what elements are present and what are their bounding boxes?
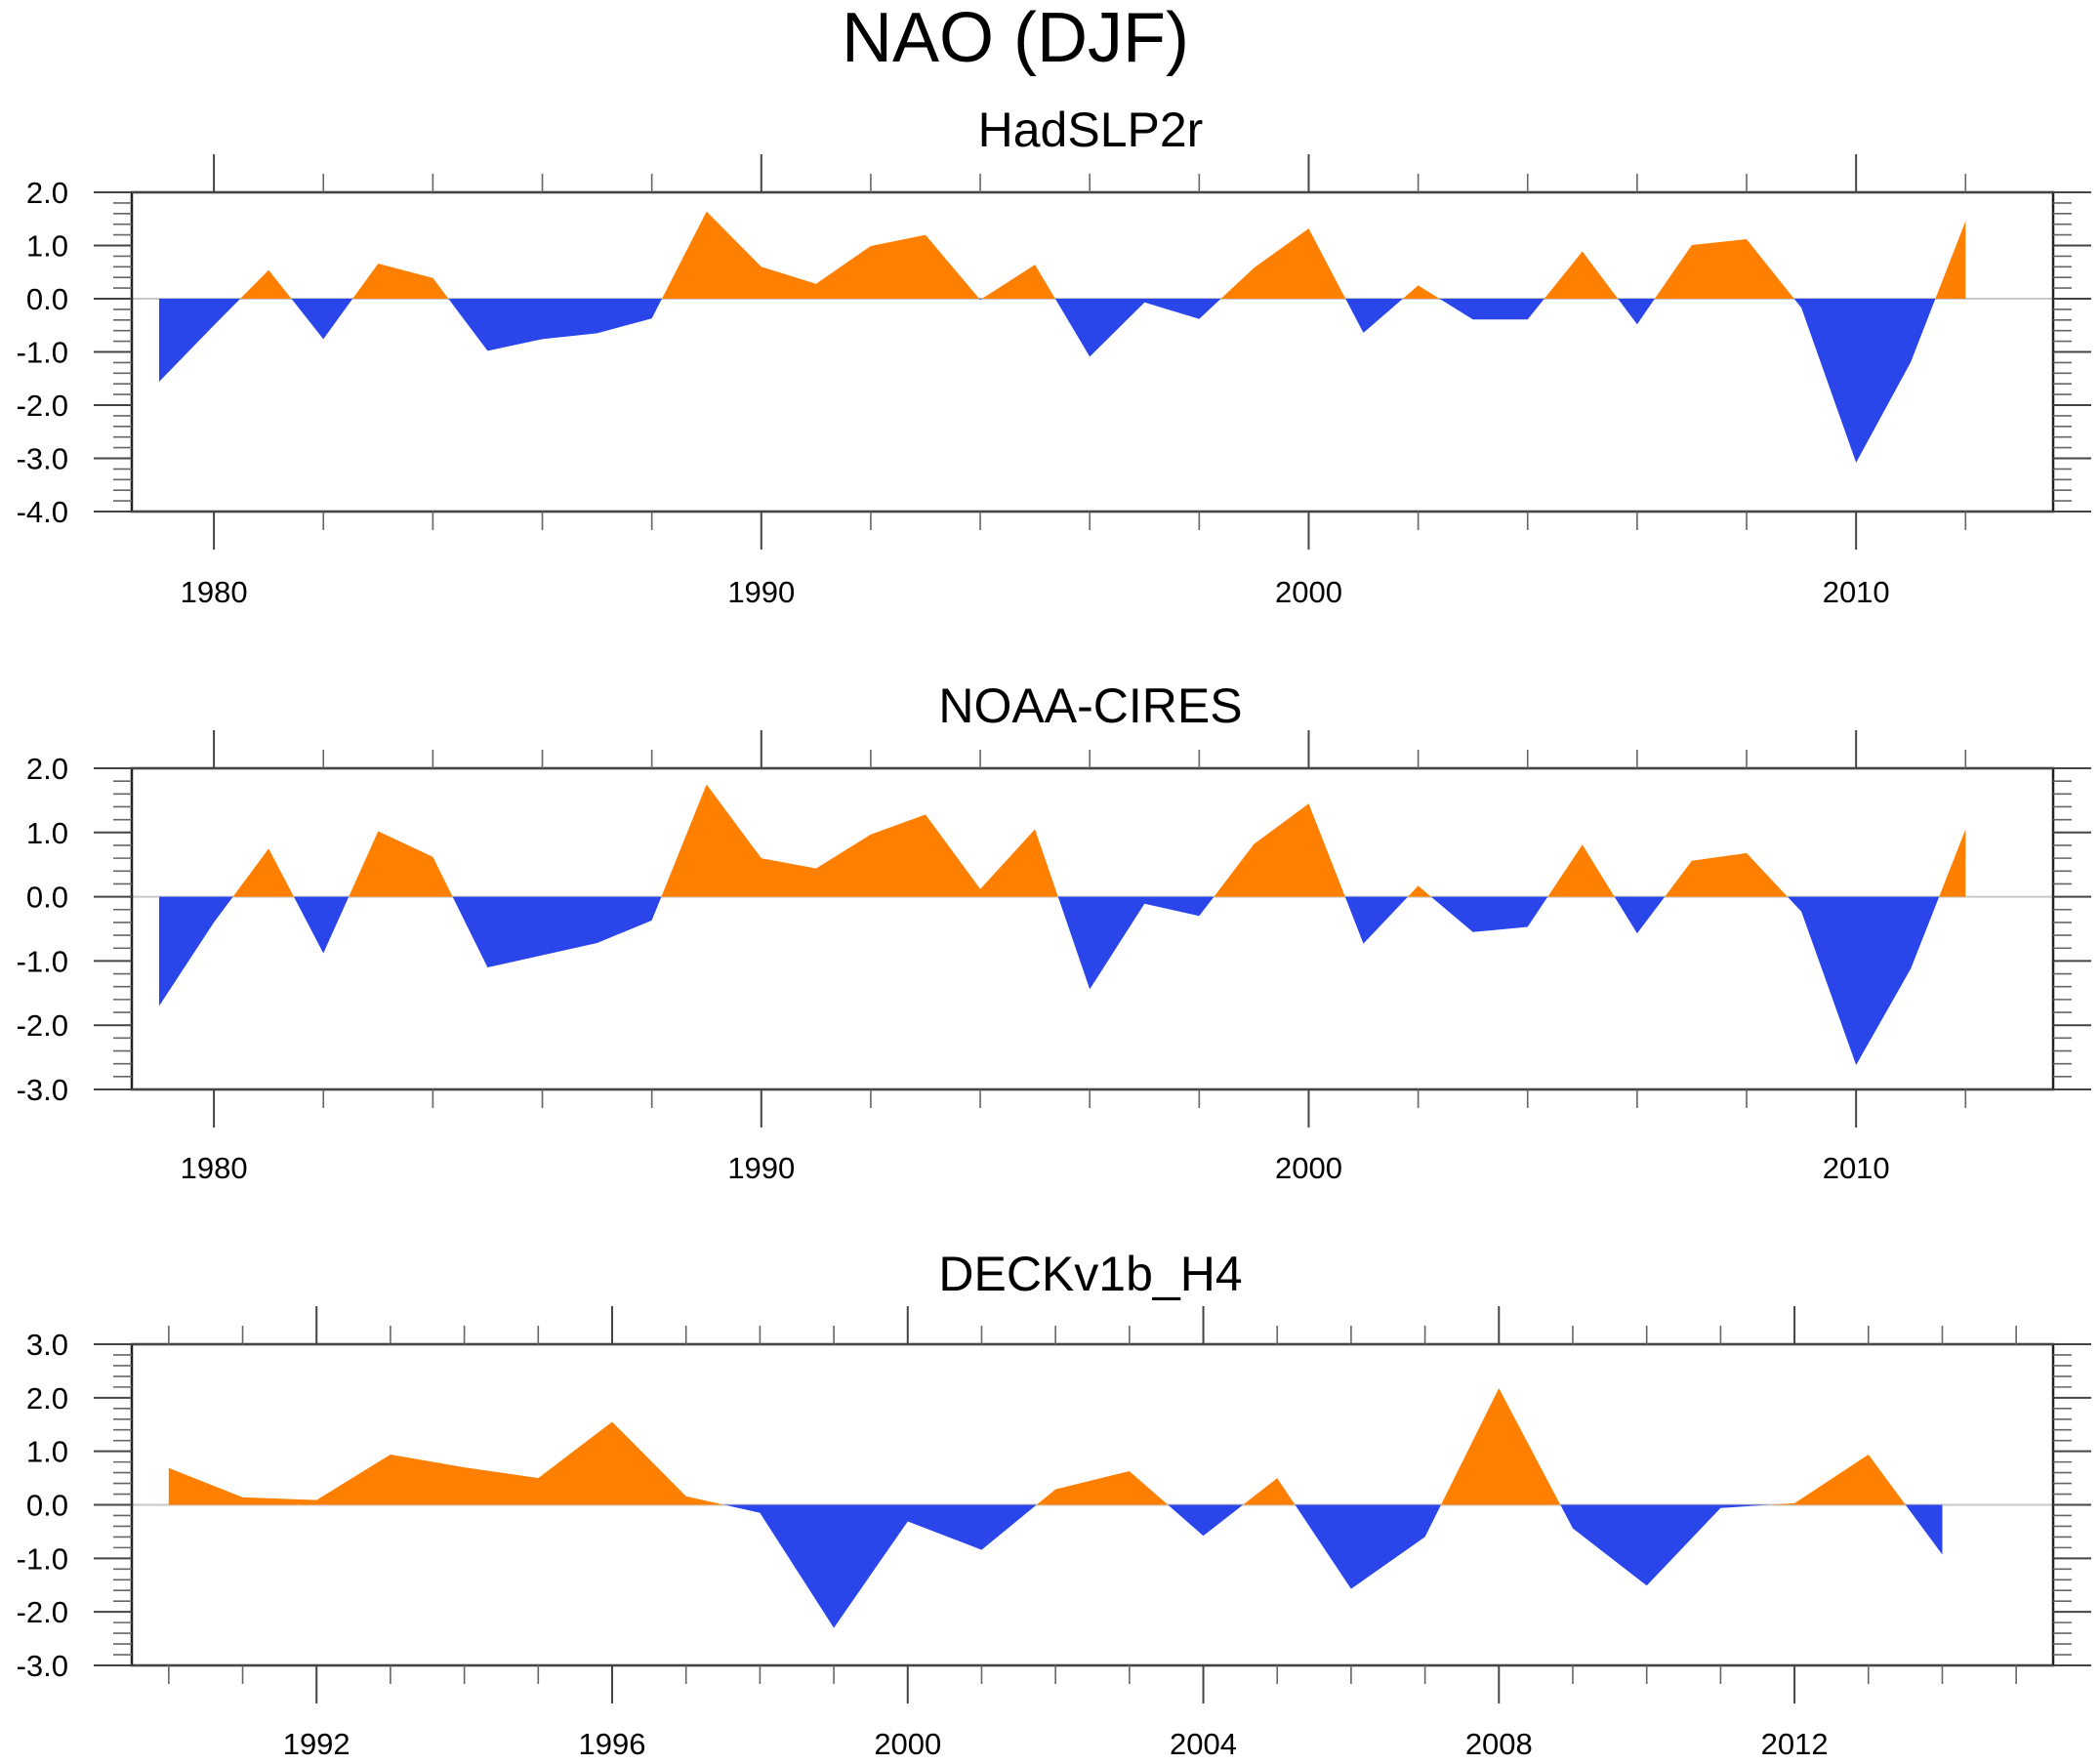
positive-anomaly-area xyxy=(159,211,1966,299)
x-tick-label: 2000 xyxy=(874,1727,941,1761)
x-tick-label: 2012 xyxy=(1761,1727,1829,1761)
x-tick-label: 2010 xyxy=(1823,575,1890,609)
x-tick-label: 1996 xyxy=(579,1727,646,1761)
y-tick-label: -3.0 xyxy=(17,1649,68,1683)
x-tick-label: 1992 xyxy=(283,1727,350,1761)
y-tick-label: 3.0 xyxy=(26,1328,68,1362)
y-tick-label: 1.0 xyxy=(26,816,68,850)
y-tick-label: 2.0 xyxy=(26,752,68,786)
x-tick-label: 2000 xyxy=(1275,1151,1342,1185)
panel-title: NOAA-CIRES xyxy=(938,678,1242,733)
x-tick-label: 1980 xyxy=(181,575,248,609)
negative-anomaly-area xyxy=(159,896,1966,1065)
panel-deckv1b-h4: DECKv1b_H4 -3.0 -2.0 -1.0 0.0 1.0 2.0 3.0 1992 1… xyxy=(17,1247,2091,1761)
y-tick-label: 1.0 xyxy=(26,1435,68,1469)
y-tick-label: -2.0 xyxy=(17,1595,68,1629)
x-tick-label: 2000 xyxy=(1275,575,1342,609)
y-tick-label: 0.0 xyxy=(26,1489,68,1523)
y-tick-label: 0.0 xyxy=(26,282,68,316)
panel-title: DECKv1b_H4 xyxy=(938,1247,1242,1301)
y-tick-label: 0.0 xyxy=(26,881,68,915)
negative-anomaly-area xyxy=(159,299,1966,463)
y-tick-label: 1.0 xyxy=(26,229,68,264)
x-tick-label: 2004 xyxy=(1170,1727,1237,1761)
x-tick-label: 2008 xyxy=(1465,1727,1533,1761)
y-tick-label: -2.0 xyxy=(17,389,68,423)
x-tick-label: 1980 xyxy=(181,1151,248,1185)
y-tick-label: 2.0 xyxy=(26,176,68,210)
x-tick-label: 1990 xyxy=(727,575,795,609)
y-tick-label: -3.0 xyxy=(17,1073,68,1107)
y-tick-label: -1.0 xyxy=(17,1541,68,1576)
x-tick-label: 1990 xyxy=(727,1151,795,1185)
panel-noaa-cires: NOAA-CIRES -3.0 -2.0 -1.0 0.0 1.0 2.0 1980 1990… xyxy=(17,678,2091,1185)
y-tick-label: -1.0 xyxy=(17,336,68,370)
y-tick-label: -3.0 xyxy=(17,442,68,476)
y-tick-label: -2.0 xyxy=(17,1008,68,1043)
positive-anomaly-area xyxy=(168,1388,1943,1505)
y-tick-label: -4.0 xyxy=(17,495,68,529)
y-tick-label: -1.0 xyxy=(17,944,68,978)
x-tick-label: 2010 xyxy=(1823,1151,1890,1185)
panel-hadslp2r: HadSLP2r -4.0 -3.0 -2.0 -1.0 0.0 1.0 2.0 1980 19… xyxy=(17,103,2091,609)
main-title: NAO (DJF) xyxy=(842,0,1189,77)
y-tick-label: 2.0 xyxy=(26,1381,68,1415)
panel-title: HadSLP2r xyxy=(978,103,1204,157)
